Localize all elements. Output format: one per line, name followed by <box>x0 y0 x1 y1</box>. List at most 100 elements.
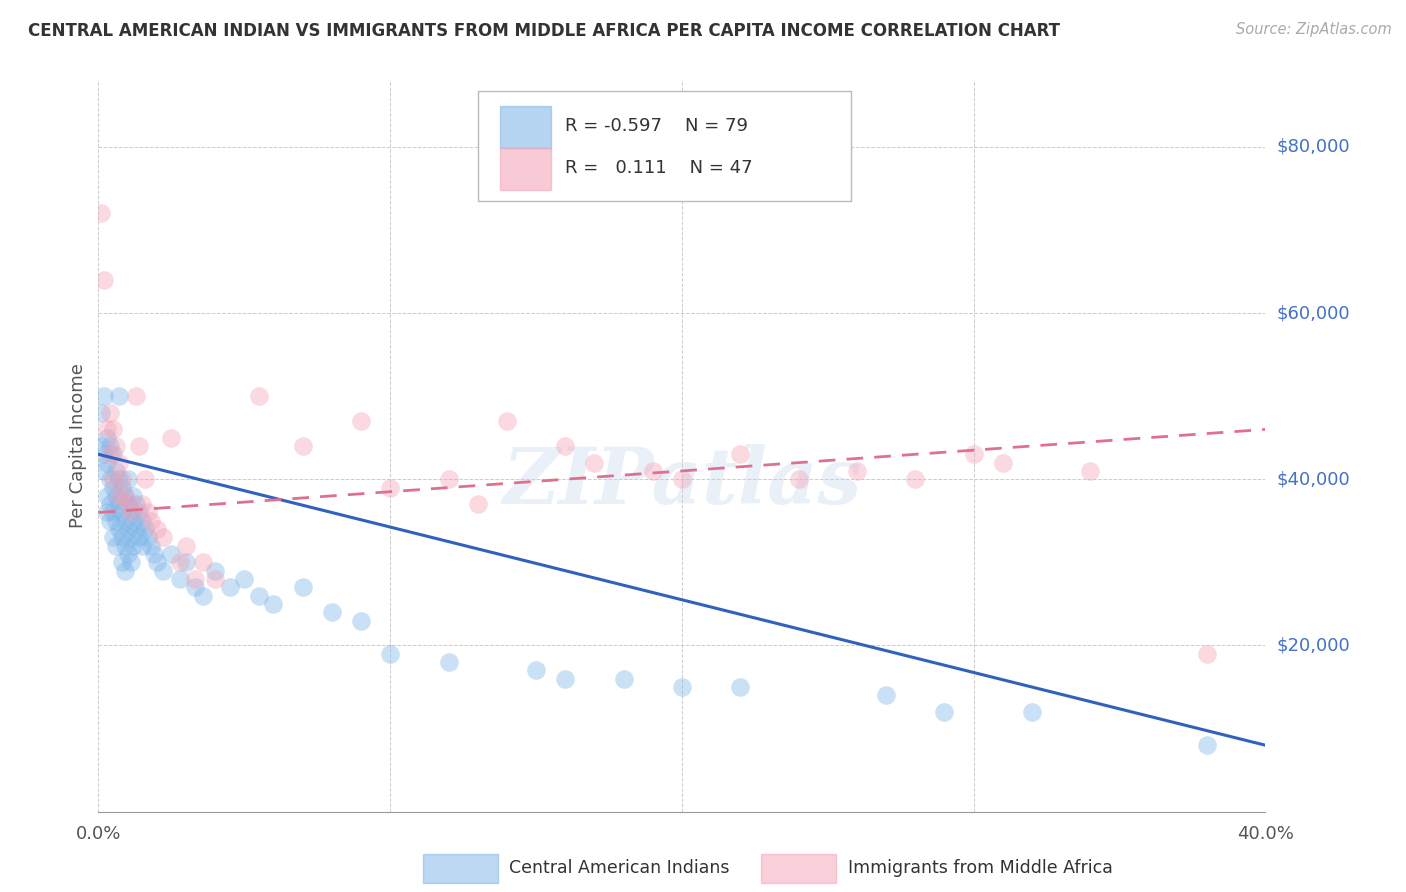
Point <box>96 431 118 445</box>
Point <box>350 414 373 428</box>
Point <box>1195 647 1218 661</box>
Point <box>114 514 136 528</box>
Point <box>146 522 169 536</box>
Point <box>90 406 112 420</box>
Point <box>845 464 868 478</box>
Text: $80,000: $80,000 <box>1277 137 1350 156</box>
Point <box>641 464 664 478</box>
Point <box>101 422 124 436</box>
FancyBboxPatch shape <box>478 91 851 201</box>
Point <box>104 514 127 528</box>
Point <box>111 530 134 544</box>
Text: Central American Indians: Central American Indians <box>509 859 730 877</box>
Point <box>134 522 156 536</box>
Point <box>218 580 240 594</box>
Point <box>437 472 460 486</box>
Point <box>183 572 205 586</box>
Point <box>728 680 751 694</box>
Point <box>93 447 115 461</box>
Point <box>90 206 112 220</box>
Point <box>612 672 634 686</box>
Point <box>104 439 127 453</box>
Point <box>108 522 131 536</box>
Point <box>169 555 191 569</box>
Point <box>117 497 139 511</box>
Point <box>169 572 191 586</box>
Point <box>183 580 205 594</box>
Point <box>114 489 136 503</box>
Point <box>554 439 576 453</box>
Point <box>120 506 142 520</box>
Point <box>93 464 115 478</box>
Point <box>962 447 984 461</box>
Point <box>125 497 148 511</box>
Point <box>934 705 956 719</box>
Point <box>125 389 148 403</box>
Point <box>131 539 153 553</box>
Point <box>125 522 148 536</box>
Point <box>350 614 373 628</box>
Point <box>96 422 118 436</box>
Point <box>247 389 270 403</box>
Text: R = -0.597    N = 79: R = -0.597 N = 79 <box>565 118 748 136</box>
Point <box>291 580 314 594</box>
Point <box>101 506 124 520</box>
Point <box>93 273 115 287</box>
Point <box>233 572 256 586</box>
Point <box>904 472 927 486</box>
Point <box>787 472 810 486</box>
Text: CENTRAL AMERICAN INDIAN VS IMMIGRANTS FROM MIDDLE AFRICA PER CAPITA INCOME CORRE: CENTRAL AMERICAN INDIAN VS IMMIGRANTS FR… <box>28 22 1060 40</box>
Point <box>101 472 124 486</box>
Point <box>122 489 145 503</box>
Point <box>104 539 127 553</box>
Text: $60,000: $60,000 <box>1277 304 1350 322</box>
Point <box>142 547 165 561</box>
Point <box>204 564 226 578</box>
Point <box>111 481 134 495</box>
Point <box>160 547 183 561</box>
Point <box>131 514 153 528</box>
Point <box>146 555 169 569</box>
Point <box>90 439 112 453</box>
Text: Source: ZipAtlas.com: Source: ZipAtlas.com <box>1236 22 1392 37</box>
Point <box>108 456 131 470</box>
Point <box>1195 738 1218 752</box>
Point <box>117 497 139 511</box>
Point <box>128 506 150 520</box>
Point <box>174 539 197 553</box>
Point <box>204 572 226 586</box>
Point <box>467 497 489 511</box>
Point <box>671 472 693 486</box>
Point <box>671 680 693 694</box>
Point <box>117 472 139 486</box>
Point <box>111 506 134 520</box>
Point <box>136 530 159 544</box>
Point <box>111 555 134 569</box>
Point <box>120 506 142 520</box>
Text: $40,000: $40,000 <box>1277 470 1350 488</box>
Point <box>117 547 139 561</box>
Point <box>991 456 1014 470</box>
Point <box>122 539 145 553</box>
Point <box>111 472 134 486</box>
Point <box>193 589 215 603</box>
Point <box>291 439 314 453</box>
FancyBboxPatch shape <box>501 106 551 148</box>
Point <box>122 514 145 528</box>
Point <box>101 447 124 461</box>
Point <box>104 464 127 478</box>
Y-axis label: Per Capita Income: Per Capita Income <box>69 364 87 528</box>
Point <box>120 530 142 544</box>
Point <box>101 481 124 495</box>
Point <box>96 506 118 520</box>
Point <box>120 555 142 569</box>
Point <box>262 597 284 611</box>
Point <box>114 564 136 578</box>
Point <box>875 689 897 703</box>
Point <box>128 439 150 453</box>
Point <box>93 389 115 403</box>
Point <box>96 489 118 503</box>
Point <box>131 497 153 511</box>
Point <box>117 522 139 536</box>
Point <box>583 456 606 470</box>
